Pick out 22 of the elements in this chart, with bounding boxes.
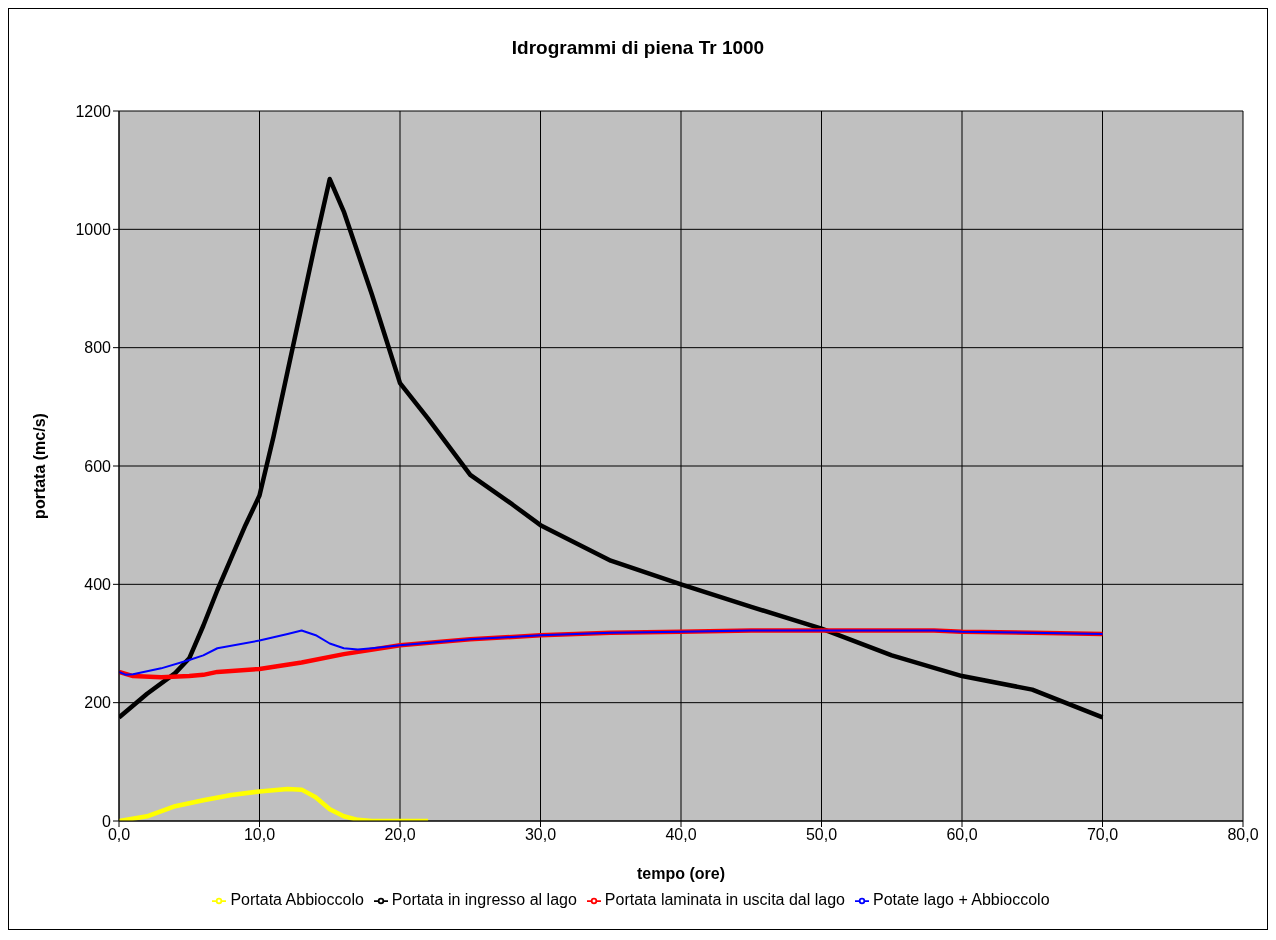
y-tick-label: 600: [84, 457, 112, 475]
x-tick-label: 50,0: [805, 826, 838, 844]
x-tick-label: 0,0: [107, 826, 131, 844]
y-tick-label: 1200: [75, 102, 112, 120]
x-tick-label: 80,0: [1227, 826, 1259, 844]
legend-label: Portata Abbioccolo: [230, 891, 364, 908]
legend-label: Portata in ingresso al lago: [391, 891, 577, 908]
x-tick-label: 40,0: [665, 826, 697, 844]
x-tick-label: 30,0: [524, 826, 557, 844]
x-tick-label: 60,0: [946, 826, 978, 844]
x-tick-label: 70,0: [1086, 826, 1119, 844]
y-axis-title: portata (mc/s): [30, 413, 48, 519]
y-tick-label: 400: [84, 576, 112, 594]
legend-label: Potate lago + Abbioccolo: [872, 891, 1050, 908]
y-tick-label: 1000: [75, 221, 112, 239]
x-tick-label: 10,0: [243, 826, 276, 844]
x-axis-title: tempo (ore): [637, 865, 725, 882]
chart-title: Idrogrammi di piena Tr 1000: [510, 37, 766, 59]
y-tick-label: 200: [84, 694, 112, 712]
x-tick-label: 20,0: [384, 826, 416, 844]
y-tick-label: 800: [84, 339, 112, 357]
legend-label: Portata laminata in uscita dal lago: [604, 891, 845, 908]
